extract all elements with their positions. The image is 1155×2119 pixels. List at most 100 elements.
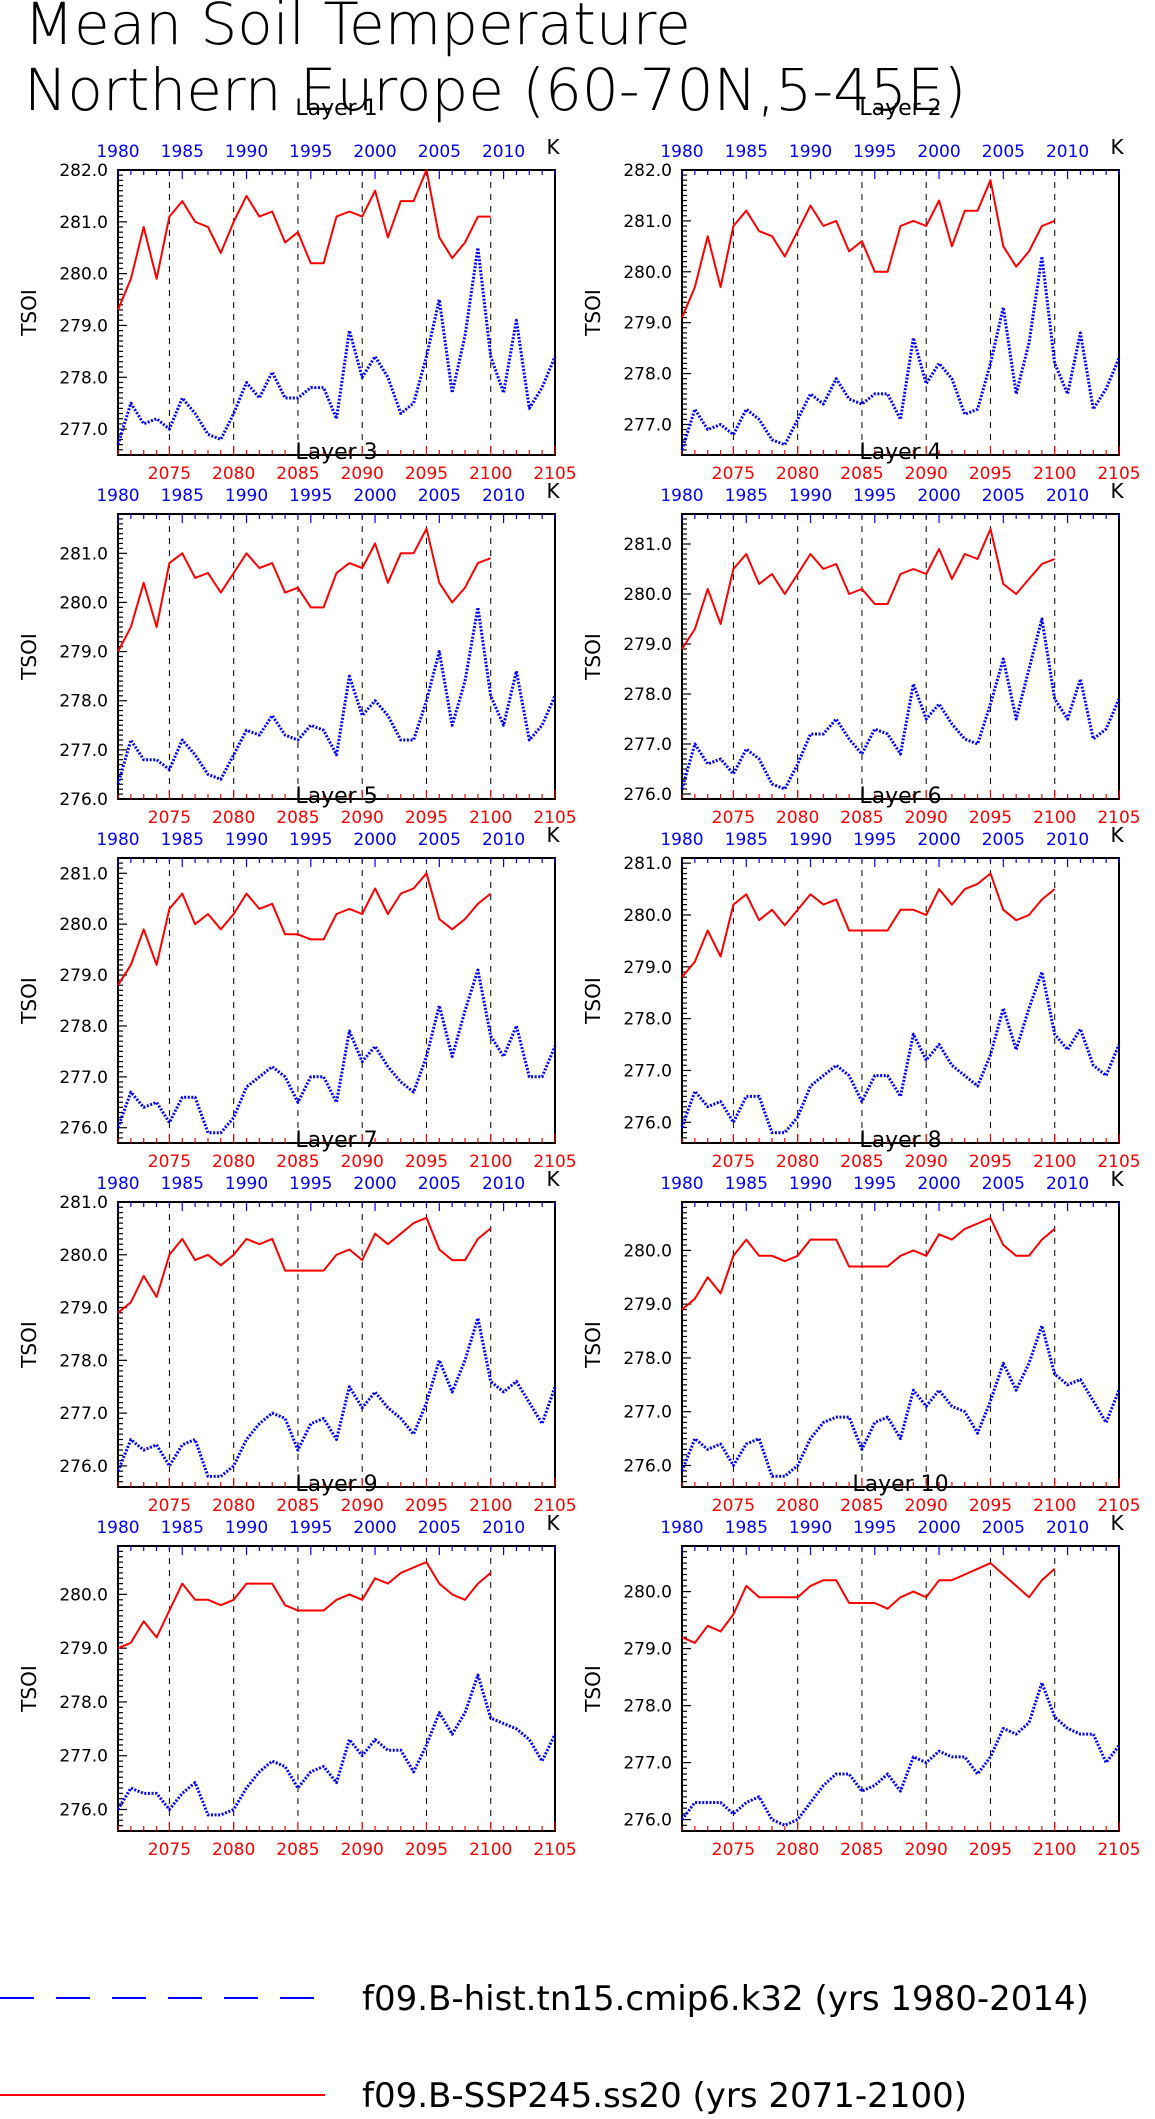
y-axis-label: TSOI [17, 1665, 41, 1713]
panel-title: Layer 2 [859, 96, 941, 121]
series-line-ssp [117, 1216, 492, 1314]
x-top-tick-label-2000: 2000 [917, 1174, 960, 1194]
chart-panel-7: Layer 7 K TSOI 2075 2080 2085 2090 2095 2100 2105… [17, 1128, 577, 1516]
x-bottom-tick-label-2105: 2105 [1097, 1496, 1140, 1516]
y-tick-label-278.0: 278.0 [59, 1017, 108, 1037]
x-top-tick-label-1985: 1985 [161, 486, 204, 506]
y-tick-label-277.0: 277.0 [623, 1061, 672, 1081]
series-line-ssp [117, 872, 492, 986]
x-bottom-tick-label-2075: 2075 [712, 808, 755, 828]
x-top-tick-label-2005: 2005 [982, 1174, 1025, 1194]
units-label: K [1110, 823, 1124, 847]
units-label: K [1110, 479, 1124, 503]
panel-title: Layer 5 [295, 784, 377, 809]
x-top-tick-label-1995: 1995 [853, 1518, 896, 1538]
chart-panel-10: Layer 10 K TSOI 2075 2080 2085 2090 2095 2100 210… [581, 1472, 1141, 1860]
y-tick-label-277.0: 277.0 [623, 1403, 672, 1423]
x-top-tick-label-2005: 2005 [982, 830, 1025, 850]
y-tick-label-276.0: 276.0 [59, 1800, 108, 1820]
x-top-tick-label-1990: 1990 [789, 830, 832, 850]
y-tick-label-276.0: 276.0 [59, 790, 108, 810]
series-line-hist [680, 970, 1121, 1135]
x-bottom-tick-label-2105: 2105 [1097, 1152, 1140, 1172]
x-top-tick-label-1995: 1995 [853, 1174, 896, 1194]
x-top-tick-label-2005: 2005 [418, 142, 461, 162]
series-line-hist [680, 1324, 1121, 1478]
x-bottom-tick-label-2105: 2105 [533, 464, 576, 484]
x-bottom-tick-label-2080: 2080 [776, 1152, 819, 1172]
x-bottom-tick-label-2105: 2105 [1097, 1840, 1140, 1860]
x-bottom-tick-label-2100: 2100 [469, 464, 512, 484]
x-top-tick-label-2000: 2000 [917, 486, 960, 506]
x-bottom-tick-label-2080: 2080 [212, 1152, 255, 1172]
units-label: K [546, 823, 560, 847]
y-tick-label-280.0: 280.0 [59, 593, 108, 613]
x-top-tick-label-1995: 1995 [853, 830, 896, 850]
y-tick-label-280.0: 280.0 [59, 1246, 108, 1266]
x-top-tick-label-1985: 1985 [725, 142, 768, 162]
y-axis-label: TSOI [581, 977, 605, 1025]
x-top-tick-label-2010: 2010 [482, 1518, 525, 1538]
y-tick-label-278.0: 278.0 [59, 1351, 108, 1371]
x-bottom-tick-label-2085: 2085 [840, 464, 883, 484]
x-bottom-tick-label-2105: 2105 [1097, 464, 1140, 484]
x-top-tick-label-1985: 1985 [161, 830, 204, 850]
x-top-tick-label-1990: 1990 [789, 142, 832, 162]
x-bottom-tick-label-2080: 2080 [776, 1840, 819, 1860]
x-bottom-tick-label-2100: 2100 [1033, 1496, 1076, 1516]
x-top-tick-label-1985: 1985 [161, 142, 204, 162]
x-bottom-tick-label-2095: 2095 [969, 1152, 1012, 1172]
y-tick-label-276.0: 276.0 [623, 1456, 672, 1476]
x-top-tick-label-1990: 1990 [789, 1174, 832, 1194]
y-axis-label: TSOI [581, 1665, 605, 1713]
x-top-tick-label-2000: 2000 [353, 142, 396, 162]
chart-panel-5: Layer 5 K TSOI 2075 2080 2085 2090 2095 2100 2105… [17, 784, 577, 1172]
y-tick-label-276.0: 276.0 [623, 1113, 672, 1133]
y-tick-label-279.0: 279.0 [623, 635, 672, 655]
x-top-tick-label-2010: 2010 [1046, 486, 1089, 506]
x-top-tick-label-1985: 1985 [725, 1518, 768, 1538]
x-bottom-tick-label-2090: 2090 [905, 1152, 948, 1172]
y-tick-label-278.0: 278.0 [59, 368, 108, 388]
series-line-ssp [681, 1562, 1056, 1644]
x-bottom-tick-label-2095: 2095 [969, 1840, 1012, 1860]
x-bottom-tick-label-2090: 2090 [341, 464, 384, 484]
y-tick-label-281.0: 281.0 [623, 535, 672, 555]
x-bottom-tick-label-2090: 2090 [341, 1496, 384, 1516]
units-label: K [546, 135, 560, 159]
panel-title: Layer 6 [859, 784, 941, 809]
x-top-tick-label-1990: 1990 [225, 830, 268, 850]
y-tick-label-278.0: 278.0 [623, 365, 672, 385]
x-bottom-tick-label-2090: 2090 [341, 1152, 384, 1172]
x-bottom-tick-label-2100: 2100 [1033, 1840, 1076, 1860]
y-tick-label-278.0: 278.0 [59, 692, 108, 712]
x-bottom-tick-label-2085: 2085 [276, 1840, 319, 1860]
units-label: K [1110, 135, 1124, 159]
y-tick-label-281.0: 281.0 [59, 544, 108, 564]
y-tick-label-279.0: 279.0 [623, 958, 672, 978]
x-top-tick-label-1990: 1990 [789, 1518, 832, 1538]
y-tick-label-277.0: 277.0 [59, 1747, 108, 1767]
x-top-tick-label-2000: 2000 [917, 142, 960, 162]
x-top-tick-label-1995: 1995 [289, 1174, 332, 1194]
y-tick-label-279.0: 279.0 [623, 1295, 672, 1315]
x-bottom-tick-label-2080: 2080 [776, 808, 819, 828]
x-bottom-tick-label-2080: 2080 [212, 464, 255, 484]
x-top-tick-label-2010: 2010 [482, 142, 525, 162]
x-bottom-tick-label-2105: 2105 [533, 808, 576, 828]
series-line-ssp [117, 169, 491, 311]
units-label: K [546, 1167, 560, 1191]
x-top-tick-label-2005: 2005 [982, 142, 1025, 162]
x-top-tick-label-1995: 1995 [289, 830, 332, 850]
x-bottom-tick-label-2085: 2085 [276, 1152, 319, 1172]
x-bottom-tick-label-2090: 2090 [905, 1840, 948, 1860]
chart-panel-3: Layer 3 K TSOI 2075 2080 2085 2090 2095 2100 2105… [17, 440, 577, 828]
x-bottom-tick-label-2090: 2090 [905, 464, 948, 484]
y-tick-label-282.0: 282.0 [623, 161, 672, 181]
x-top-tick-label-1980: 1980 [96, 486, 139, 506]
y-axis-label: TSOI [581, 289, 605, 337]
x-top-tick-label-1995: 1995 [289, 486, 332, 506]
x-bottom-tick-label-2075: 2075 [148, 464, 191, 484]
x-bottom-tick-label-2100: 2100 [469, 808, 512, 828]
x-bottom-tick-label-2095: 2095 [405, 1496, 448, 1516]
